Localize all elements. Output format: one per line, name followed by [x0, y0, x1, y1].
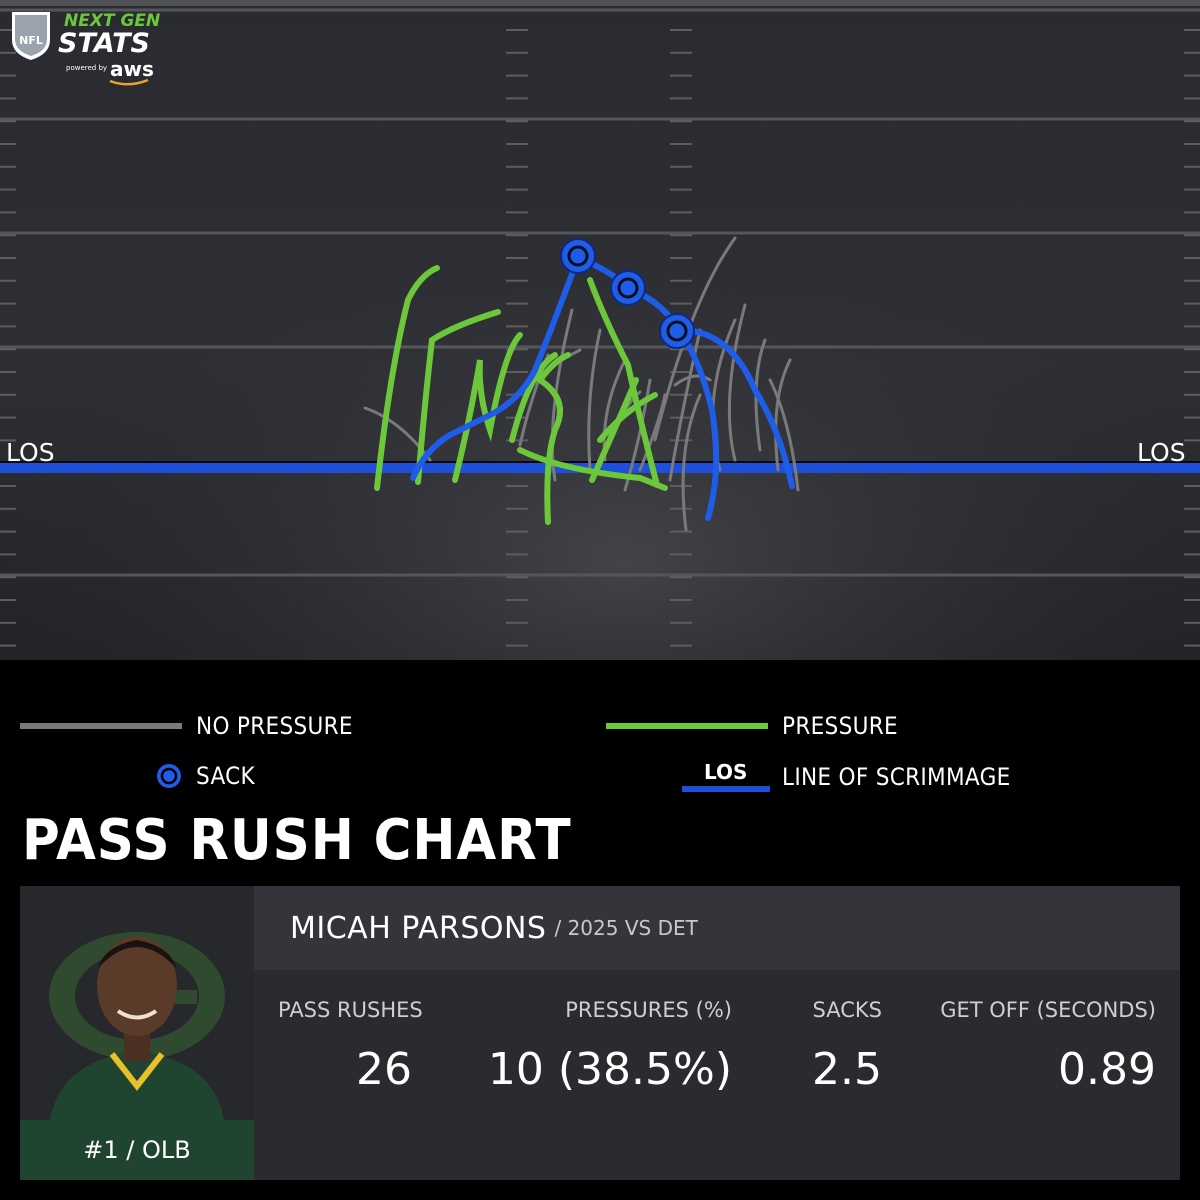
- rush-paths: [363, 236, 800, 532]
- nfl-wordmark: NFL: [19, 34, 43, 47]
- rush-path-no-pressure: [638, 393, 667, 472]
- sack-marker-icon: [659, 313, 695, 349]
- los-label-left: LOS: [6, 438, 55, 467]
- player-name: MICAH PARSONS: [290, 910, 547, 946]
- rush-path-no-pressure: [587, 328, 602, 472]
- rush-path-sack: [410, 255, 581, 481]
- rush-path-pressure: [509, 352, 558, 443]
- rush-path-no-pressure: [668, 328, 702, 482]
- stat-pressures-value: 10 (38.5%): [487, 1044, 732, 1095]
- rush-path-no-pressure: [673, 374, 712, 387]
- rush-path-sack: [677, 329, 720, 521]
- brand-stats: STATS: [58, 28, 150, 59]
- sack-marker-icon: [610, 270, 646, 306]
- stat-pass-rushes-label: PASS RUSHES: [278, 998, 423, 1022]
- brand-next-gen: NEXT GEN: [64, 11, 160, 31]
- player-season-opponent: / 2025 VS DET: [554, 916, 698, 940]
- rush-path-no-pressure: [727, 303, 747, 462]
- legend: NO PRESSURE PRESSURE SACK LOS LINE OF SC…: [0, 690, 1200, 800]
- nfl-shield-icon: NFL: [12, 12, 50, 60]
- brand-powered-by: powered by: [66, 64, 107, 72]
- next-gen-stats-logo: NFL NEXT GEN STATS powered by aws: [12, 11, 160, 86]
- los-badge-icon: LOS: [682, 760, 770, 794]
- yard-lines: [0, 8, 1200, 577]
- rush-path-no-pressure: [363, 406, 432, 462]
- sack-marker-icon: [560, 238, 596, 274]
- legend-pressure-label: PRESSURE: [782, 712, 898, 740]
- rush-path-pressure: [415, 309, 501, 485]
- stat-sacks-label: SACKS: [812, 998, 882, 1022]
- player-photo: #1 / OLB: [20, 886, 254, 1180]
- legend-los-label: LINE OF SCRIMMAGE: [782, 763, 1011, 791]
- rush-path-pressure: [517, 447, 668, 491]
- stat-get-off-value: 0.89: [1058, 1044, 1156, 1095]
- rush-path-no-pressure: [653, 236, 737, 442]
- legend-sack-label: SACK: [196, 762, 255, 790]
- stat-pass-rushes-value: 26: [356, 1044, 412, 1095]
- rush-path-pressure: [374, 265, 440, 491]
- rush-path-no-pressure: [681, 393, 702, 532]
- legend-no-pressure-swatch: [20, 723, 182, 729]
- stat-get-off-label: GET OFF (SECONDS): [940, 998, 1156, 1022]
- rush-path-pressure: [597, 392, 658, 443]
- legend-los: LOS LINE OF SCRIMMAGE: [682, 760, 1011, 794]
- los-badge-text: LOS: [704, 760, 748, 784]
- chart-title: PASS RUSH CHART: [22, 808, 572, 873]
- sack-markers: [560, 238, 695, 349]
- player-card: #1 / OLB MICAH PARSONS / 2025 VS DET PAS…: [20, 886, 1180, 1180]
- player-number-position: #1 / OLB: [20, 1120, 254, 1180]
- player-name-bar: MICAH PARSONS / 2025 VS DET: [254, 886, 1180, 970]
- pass-rush-field: LOS LOS: [0, 0, 1200, 660]
- los-label-right: LOS: [1137, 438, 1186, 467]
- stat-sacks-value: 2.5: [812, 1044, 882, 1095]
- legend-no-pressure: NO PRESSURE: [20, 712, 353, 740]
- stat-pressures-label: PRESSURES (%): [565, 998, 732, 1022]
- sack-icon: [157, 764, 181, 788]
- rush-path-sack: [625, 285, 795, 489]
- legend-pressure: PRESSURE: [606, 712, 898, 740]
- rush-path-pressure: [535, 352, 571, 525]
- rush-path-no-pressure: [768, 378, 800, 492]
- rush-path-pressure: [587, 277, 660, 488]
- legend-no-pressure-label: NO PRESSURE: [196, 712, 353, 740]
- legend-pressure-swatch: [606, 723, 768, 729]
- legend-sack: SACK: [154, 761, 255, 791]
- aws-logo: aws: [110, 57, 154, 81]
- rush-path-no-pressure: [774, 358, 792, 472]
- player-headshot-icon: [50, 936, 224, 1120]
- hash-marks: [0, 29, 1200, 647]
